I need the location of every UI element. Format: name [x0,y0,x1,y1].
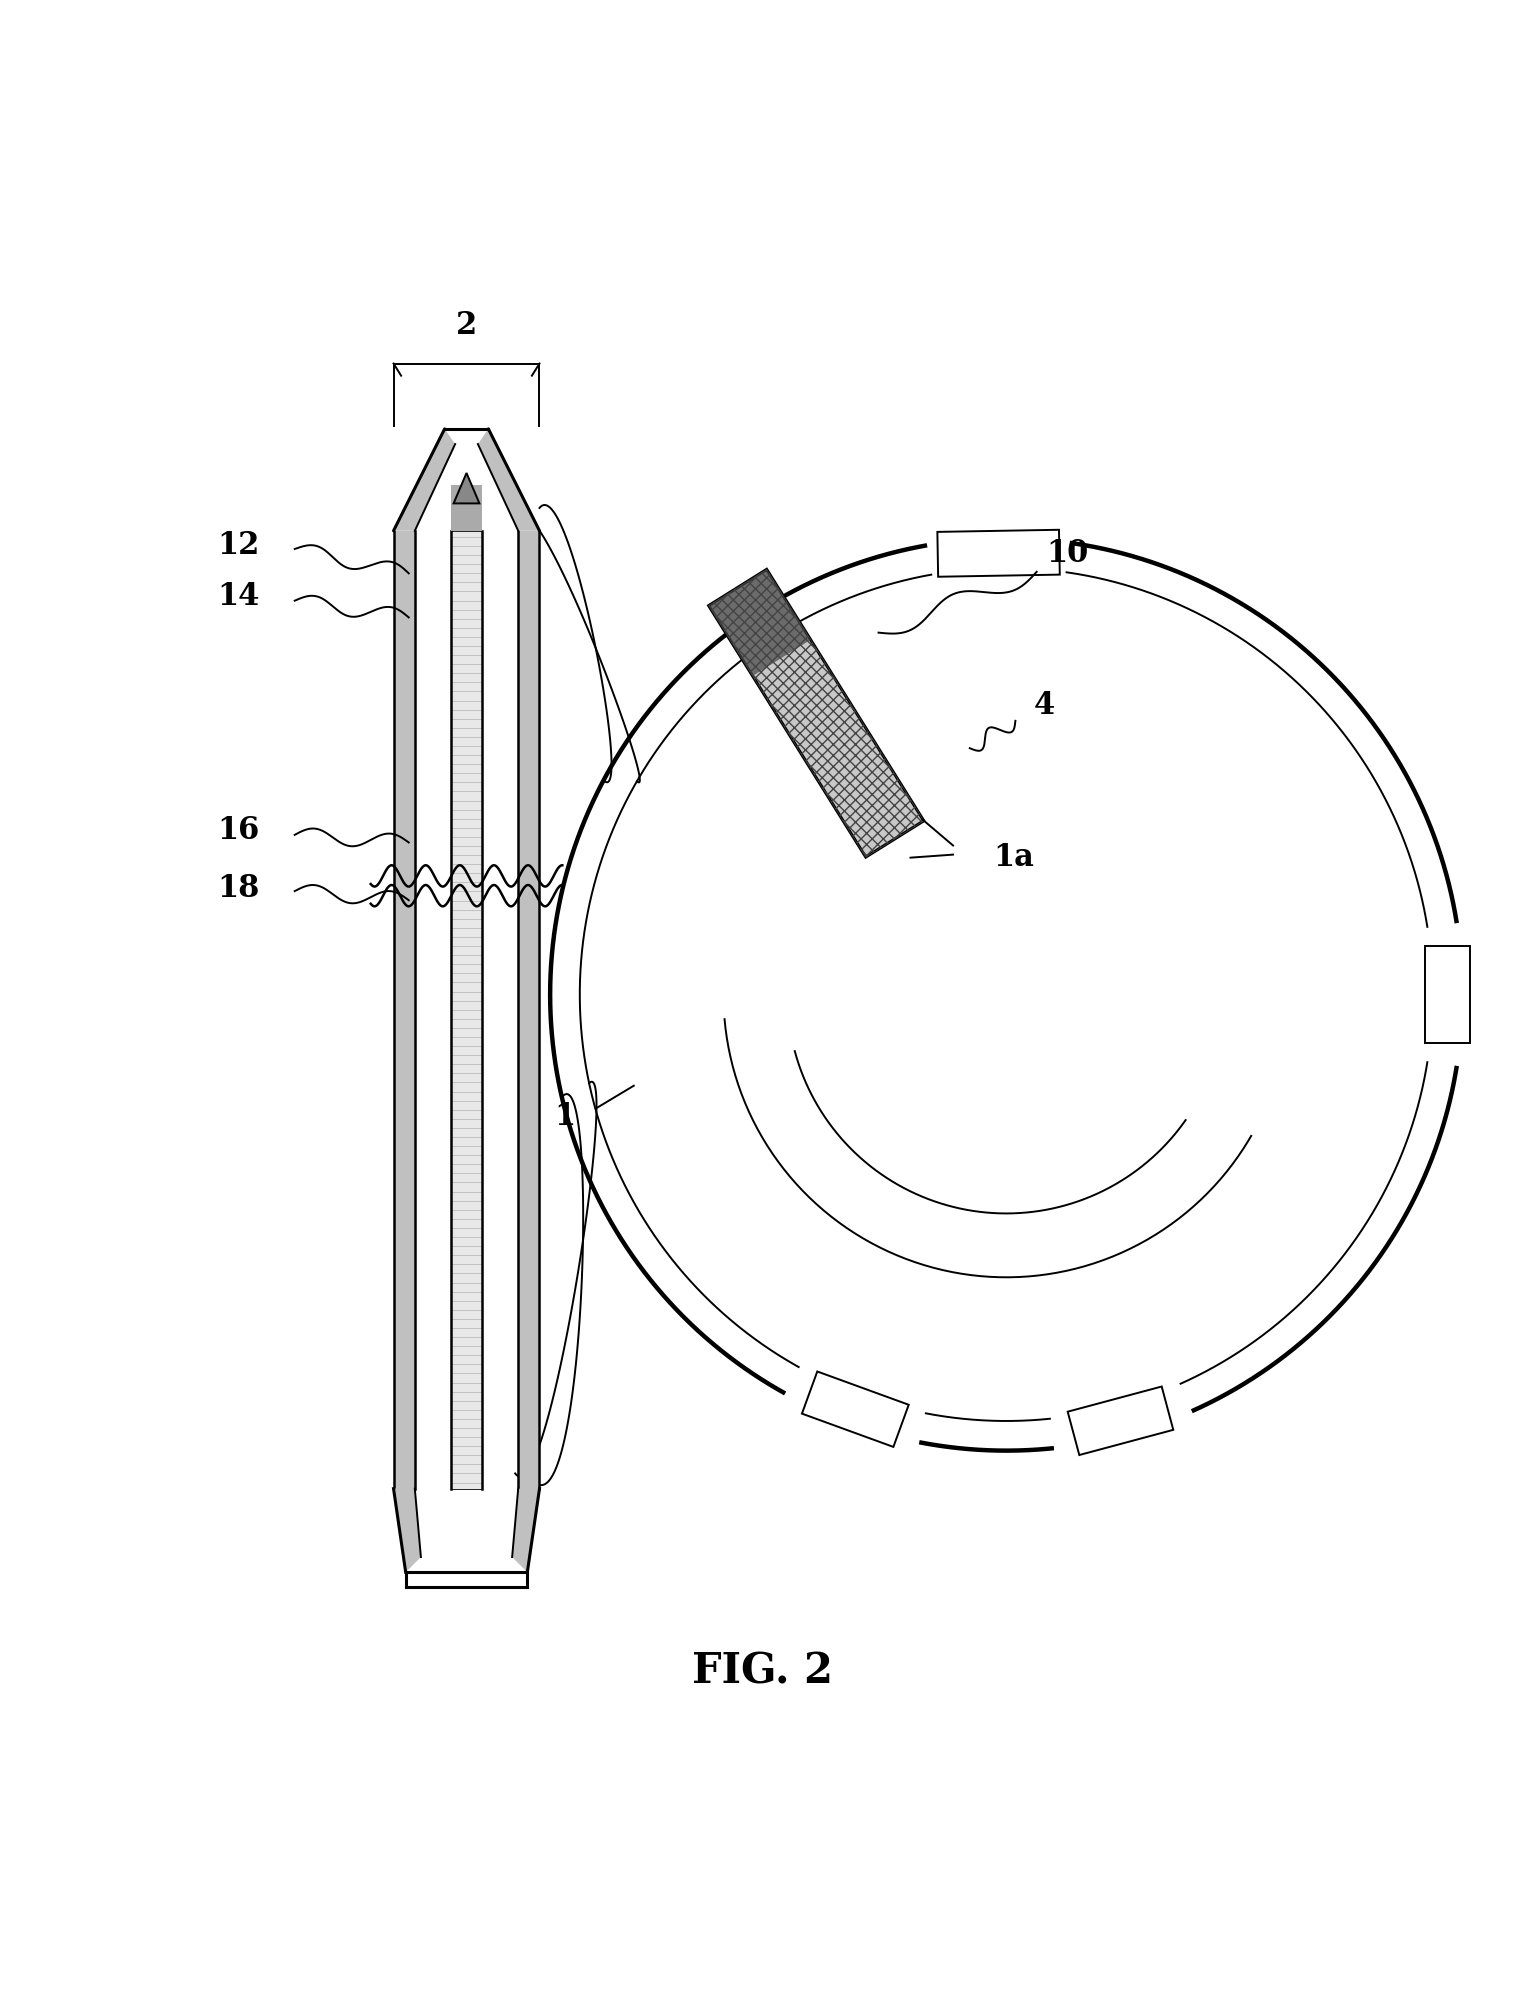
Text: 4: 4 [1033,690,1054,722]
Bar [394,531,415,1488]
Bar [452,485,482,531]
Text: 12: 12 [217,531,259,561]
Bar [452,531,482,1488]
Text: FIG. 2: FIG. 2 [693,1651,833,1693]
Polygon shape [1068,1386,1173,1456]
Text: 16: 16 [217,815,259,845]
Polygon shape [708,569,810,676]
Text: 14: 14 [217,581,259,613]
Polygon shape [478,430,540,531]
Text: 1a: 1a [993,841,1035,873]
Polygon shape [453,473,479,503]
Polygon shape [1425,947,1470,1042]
Polygon shape [513,1488,540,1571]
Polygon shape [394,1488,421,1571]
Text: 1: 1 [555,1100,575,1132]
Bar [519,531,540,1488]
Text: 10: 10 [1045,539,1088,569]
Polygon shape [937,529,1059,577]
Polygon shape [394,430,455,531]
Text: 2: 2 [456,310,478,340]
Polygon shape [803,1372,908,1446]
Polygon shape [708,569,923,857]
Text: 18: 18 [217,873,259,903]
